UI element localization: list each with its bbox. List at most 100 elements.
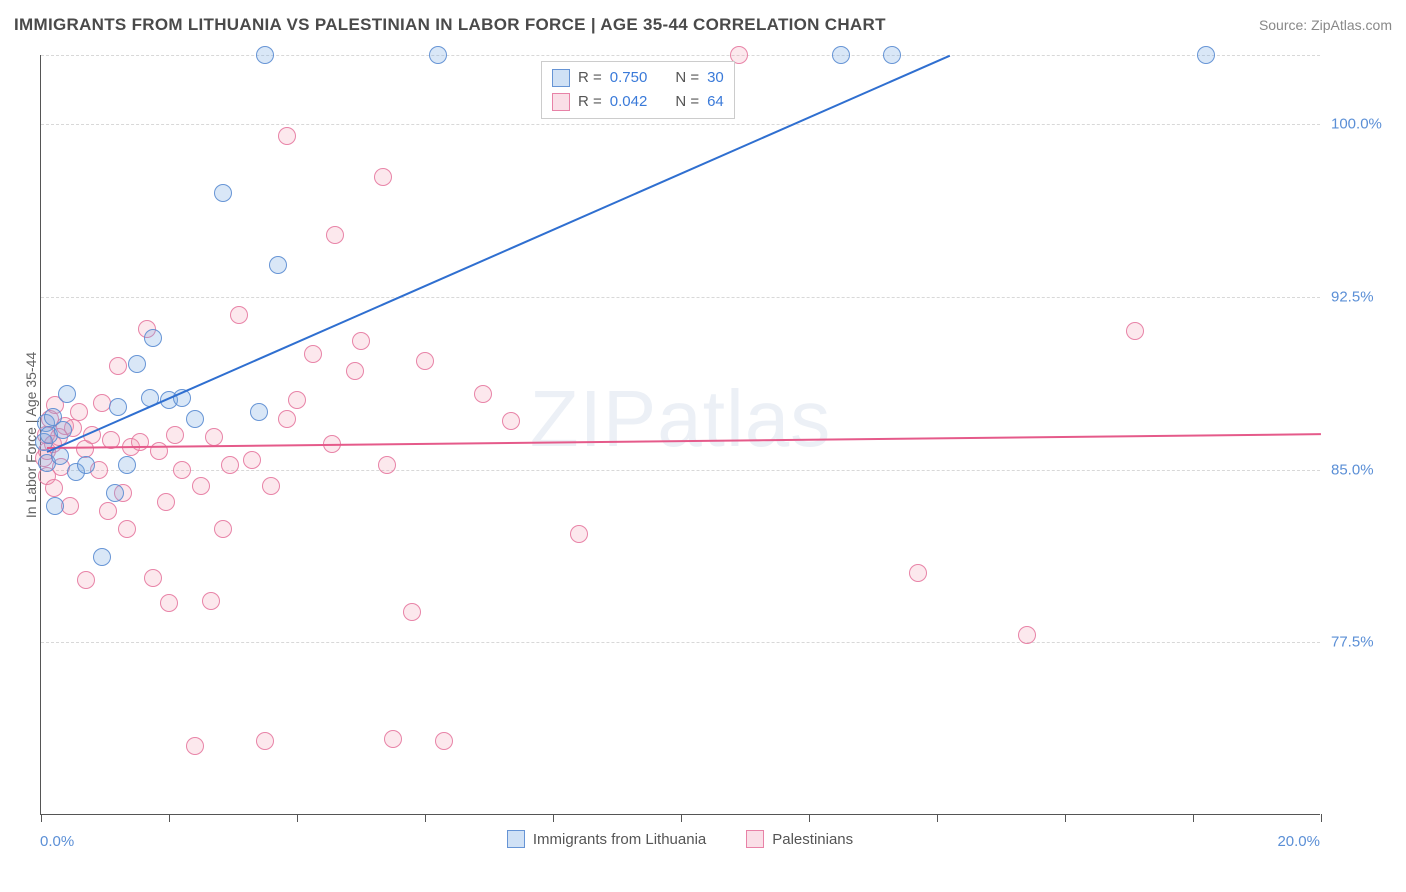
xtick-mark — [1193, 814, 1194, 822]
scatter-point-pink — [502, 412, 520, 430]
legend-n-value: 30 — [707, 66, 724, 90]
xtick-label: 20.0% — [1277, 833, 1320, 850]
scatter-point-pink — [374, 168, 392, 186]
swatch-blue-icon — [507, 830, 525, 848]
scatter-point-pink — [230, 306, 248, 324]
scatter-point-pink — [1018, 626, 1036, 644]
xtick-mark — [681, 814, 682, 822]
scatter-point-blue — [128, 355, 146, 373]
watermark: ZIPatlas — [530, 373, 831, 465]
legend-r-value: 0.042 — [610, 90, 648, 114]
scatter-point-blue — [106, 484, 124, 502]
grid-line — [41, 297, 1320, 298]
scatter-point-pink — [474, 385, 492, 403]
legend-r-label: R = — [578, 90, 602, 114]
scatter-point-pink — [221, 456, 239, 474]
scatter-point-pink — [205, 428, 223, 446]
scatter-point-pink — [378, 456, 396, 474]
xtick-mark — [425, 814, 426, 822]
xtick-mark — [553, 814, 554, 822]
scatter-point-pink — [144, 569, 162, 587]
xtick-mark — [41, 814, 42, 822]
legend-bottom: Immigrants from Lithuania Palestinians — [40, 830, 1320, 848]
xtick-mark — [937, 814, 938, 822]
scatter-point-blue — [58, 385, 76, 403]
scatter-point-blue — [250, 403, 268, 421]
scatter-point-pink — [192, 477, 210, 495]
swatch-pink-icon — [552, 93, 570, 111]
scatter-point-pink — [384, 730, 402, 748]
grid-line — [41, 642, 1320, 643]
scatter-point-pink — [99, 502, 117, 520]
scatter-point-blue — [109, 398, 127, 416]
scatter-point-pink — [304, 345, 322, 363]
scatter-point-pink — [118, 520, 136, 538]
scatter-point-pink — [1126, 322, 1144, 340]
scatter-point-pink — [570, 525, 588, 543]
xtick-mark — [1321, 814, 1322, 822]
scatter-point-pink — [214, 520, 232, 538]
scatter-point-blue — [118, 456, 136, 474]
scatter-point-pink — [157, 493, 175, 511]
scatter-point-pink — [403, 603, 421, 621]
scatter-point-blue — [46, 497, 64, 515]
swatch-pink-icon — [746, 830, 764, 848]
scatter-point-blue — [186, 410, 204, 428]
grid-line — [41, 55, 1320, 56]
chart-source: Source: ZipAtlas.com — [1259, 17, 1392, 33]
ytick-label: 92.5% — [1331, 288, 1374, 305]
scatter-point-pink — [186, 737, 204, 755]
scatter-point-blue — [832, 46, 850, 64]
xtick-mark — [297, 814, 298, 822]
legend-n-label: N = — [675, 66, 699, 90]
scatter-point-pink — [131, 433, 149, 451]
legend-bottom-item-blue: Immigrants from Lithuania — [507, 830, 706, 848]
scatter-point-pink — [173, 461, 191, 479]
scatter-point-blue — [883, 46, 901, 64]
legend-bottom-item-pink: Palestinians — [746, 830, 853, 848]
scatter-point-blue — [256, 46, 274, 64]
scatter-point-pink — [352, 332, 370, 350]
scatter-point-pink — [262, 477, 280, 495]
xtick-label: 0.0% — [40, 833, 74, 850]
xtick-mark — [1065, 814, 1066, 822]
scatter-point-pink — [278, 127, 296, 145]
scatter-point-pink — [256, 732, 274, 750]
scatter-point-pink — [202, 592, 220, 610]
plot-area: In Labor Force | Age 35-44 ZIPatlas 77.5… — [40, 55, 1320, 815]
grid-line — [41, 124, 1320, 125]
legend-bottom-label: Immigrants from Lithuania — [533, 831, 706, 848]
scatter-point-blue — [429, 46, 447, 64]
xtick-mark — [809, 814, 810, 822]
scatter-point-blue — [144, 329, 162, 347]
chart-title: IMMIGRANTS FROM LITHUANIA VS PALESTINIAN… — [14, 15, 886, 35]
scatter-point-pink — [45, 479, 63, 497]
legend-n-label: N = — [675, 90, 699, 114]
scatter-point-pink — [77, 571, 95, 589]
legend-r-value: 0.750 — [610, 66, 648, 90]
ytick-label: 85.0% — [1331, 461, 1374, 478]
legend-n-value: 64 — [707, 90, 724, 114]
legend-top: R = 0.750 N = 30 R = 0.042 N = 64 — [541, 61, 735, 119]
scatter-point-blue — [77, 456, 95, 474]
xtick-mark — [169, 814, 170, 822]
scatter-point-blue — [1197, 46, 1215, 64]
swatch-blue-icon — [552, 69, 570, 87]
scatter-point-pink — [346, 362, 364, 380]
trend-line-pink — [47, 433, 1321, 449]
scatter-point-pink — [278, 410, 296, 428]
scatter-point-blue — [54, 421, 72, 439]
scatter-point-pink — [166, 426, 184, 444]
scatter-point-pink — [109, 357, 127, 375]
ytick-label: 77.5% — [1331, 634, 1374, 651]
chart-header: IMMIGRANTS FROM LITHUANIA VS PALESTINIAN… — [0, 0, 1406, 50]
legend-row-blue: R = 0.750 N = 30 — [552, 66, 724, 90]
scatter-point-blue — [214, 184, 232, 202]
scatter-point-pink — [243, 451, 261, 469]
ytick-label: 100.0% — [1331, 116, 1382, 133]
legend-row-pink: R = 0.042 N = 64 — [552, 90, 724, 114]
scatter-point-blue — [93, 548, 111, 566]
scatter-point-blue — [269, 256, 287, 274]
scatter-point-pink — [288, 391, 306, 409]
legend-bottom-label: Palestinians — [772, 831, 853, 848]
